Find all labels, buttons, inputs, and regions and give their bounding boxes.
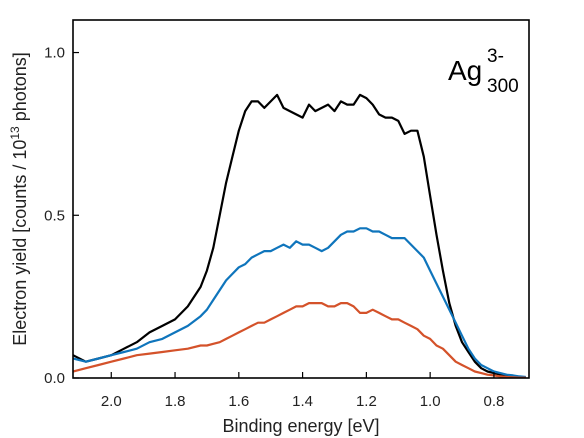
y-tick-label: 0.0	[44, 370, 65, 387]
plot-frame	[72, 19, 530, 379]
x-tick-label: 0.8	[483, 393, 504, 410]
series-line-3	[73, 302, 526, 378]
series-line-2	[73, 227, 526, 378]
x-tick-label: 1.0	[420, 393, 441, 410]
x-tick-label: 1.4	[292, 393, 313, 410]
y-tick-label: 0.5	[44, 207, 65, 224]
annotation-subscript: 300	[487, 76, 519, 97]
y-tick-label: 1.0	[44, 45, 65, 62]
y-axis-label-tail: photons]	[10, 52, 30, 126]
x-tick-label: 2.0	[101, 393, 122, 410]
cluster-annotation: Ag 3- 300	[448, 46, 519, 97]
y-axis-label: Electron yield [counts / 1013 photons]	[8, 52, 30, 346]
x-axis-label: Binding energy [eV]	[222, 416, 379, 436]
series-layer	[73, 93, 526, 378]
ticks-layer: 2.0 1.8 1.6 1.4 1.2 1.0 0.8 0.0 0.5 1.0	[44, 45, 504, 410]
series-line-1	[73, 93, 526, 378]
y-axis-label-main: Electron yield [counts / 10	[10, 140, 30, 346]
y-axis-label-exponent: 13	[8, 126, 22, 140]
x-tick-label: 1.8	[165, 393, 186, 410]
annotation-base: Ag	[448, 55, 482, 86]
x-tick-label: 1.6	[228, 393, 249, 410]
x-tick-label: 1.2	[356, 393, 377, 410]
annotation-superscript: 3-	[487, 46, 504, 67]
